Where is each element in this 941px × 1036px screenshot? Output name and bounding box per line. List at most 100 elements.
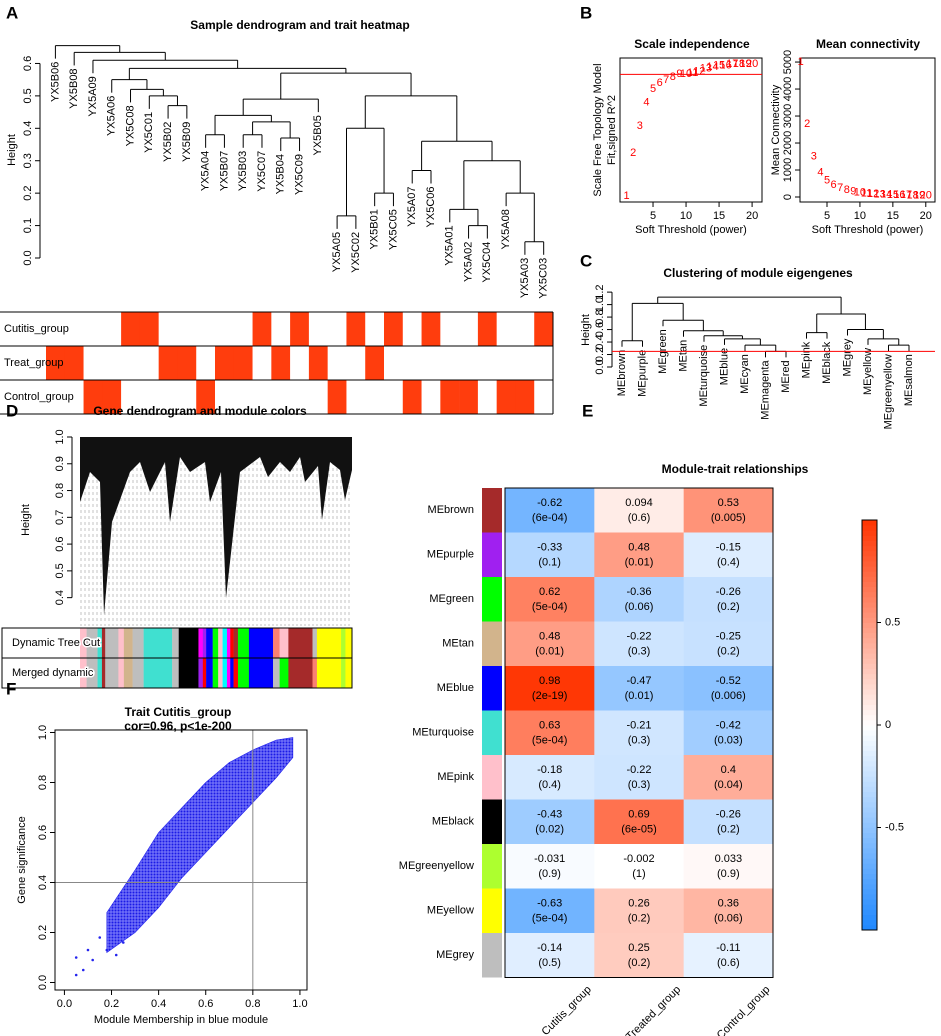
row-color	[482, 933, 502, 978]
heat-cell	[594, 710, 684, 756]
leaf-label: YX5C09	[293, 154, 305, 195]
cell-value: 0.25	[628, 942, 649, 954]
column-label: Control_group	[715, 984, 773, 1036]
trait-cell	[365, 346, 385, 380]
point-label: 10	[854, 187, 866, 199]
heat-cell	[683, 488, 774, 533]
cell-value: 0.094	[625, 497, 653, 509]
y-tick-label: 0.9	[54, 456, 66, 471]
colorbar-slice	[862, 745, 877, 752]
cell-p-value: (5e-04)	[532, 735, 567, 747]
trait-cell	[196, 380, 216, 414]
heat-cell	[683, 933, 774, 978]
module-color	[202, 658, 207, 688]
cell-p-value: (2e-19)	[532, 690, 567, 702]
leaf-label: MEblue	[718, 348, 730, 385]
cell-p-value: (0.2)	[717, 824, 740, 836]
cell-value: -0.002	[623, 853, 654, 865]
cell-value: 0.63	[539, 720, 560, 732]
y-tick-label: 5000	[782, 50, 794, 74]
point	[81, 968, 85, 972]
row-label: MEbrown	[428, 504, 474, 516]
y-axis-label: Height	[6, 134, 18, 166]
trait-label: Treat_group	[4, 357, 64, 369]
point-label: 17	[726, 58, 738, 70]
module-color	[143, 628, 173, 658]
cell-p-value: (6e-04)	[532, 512, 567, 524]
trait-cell	[177, 380, 197, 414]
colorbar-slice	[862, 796, 877, 803]
leaf-label: MEsalmon	[903, 354, 915, 406]
colorbar-slice	[862, 730, 877, 736]
trait-cell	[233, 312, 253, 346]
module-color	[123, 658, 133, 688]
x-tick-label: 15	[887, 210, 899, 222]
cell-p-value: (0.3)	[628, 735, 651, 747]
x-tick-label: 0.0	[57, 998, 72, 1010]
heat-cell	[594, 666, 684, 711]
y-axis-label: Gene significance	[16, 816, 28, 903]
x-tick-label: 0.8	[245, 998, 260, 1010]
chart-title: Module-trait relationships	[662, 462, 809, 476]
cell-p-value: (0.06)	[714, 913, 743, 925]
cell-p-value: (0.005)	[711, 512, 746, 524]
trait-cell	[233, 380, 253, 414]
heat-cell	[683, 844, 774, 889]
module-color	[198, 628, 204, 658]
colorbar-slice	[862, 550, 877, 557]
cell-p-value: (0.006)	[711, 690, 746, 702]
x-tick-label: 0.2	[104, 998, 119, 1010]
cell-value: -0.63	[537, 898, 562, 910]
module-color	[206, 628, 213, 658]
colorbar-slice	[862, 576, 877, 582]
row-color	[482, 888, 502, 933]
y-tick-label: 0.2	[594, 347, 606, 362]
trait-cell	[271, 346, 291, 380]
panel-label: C	[580, 251, 592, 270]
colorbar-slice	[862, 668, 877, 675]
point	[74, 956, 78, 959]
cell-p-value: (0.6)	[628, 512, 651, 524]
colorbar-slice	[862, 725, 877, 731]
gene-dendrogram	[80, 437, 352, 615]
x-axis-label: Module Membership in blue module	[94, 1014, 268, 1026]
module-color	[273, 658, 280, 688]
point	[121, 941, 125, 944]
colorbar-slice	[862, 740, 877, 746]
heat-cell	[594, 577, 684, 622]
y-axis-label: Height	[20, 504, 32, 536]
column-label: Cutitis_group	[540, 984, 594, 1036]
trait-cell	[252, 346, 272, 380]
point-label: 5	[650, 83, 656, 95]
colorbar-slice	[862, 571, 877, 577]
trait-label: Cutitis_group	[4, 323, 69, 335]
heat-cell	[683, 710, 774, 756]
cell-p-value: (0.2)	[628, 957, 651, 969]
leaf-label: YX5A04	[200, 151, 212, 191]
trait-cell	[121, 312, 141, 346]
cell-value: -0.26	[716, 586, 741, 598]
trait-cell	[196, 312, 216, 346]
heat-cell	[683, 755, 774, 800]
heat-cell	[683, 621, 774, 667]
leaf-label: MEbrown	[616, 350, 628, 396]
point-cloud	[106, 737, 294, 954]
y-tick-label: 0	[782, 194, 794, 200]
heat-cell	[505, 621, 595, 667]
trait-cell	[46, 380, 66, 414]
cell-value: -0.62	[537, 497, 562, 509]
module-color	[345, 628, 353, 658]
module-color	[230, 628, 234, 658]
trait-cell	[271, 380, 291, 414]
cell-p-value: (0.01)	[625, 690, 654, 702]
trait-cell	[402, 312, 422, 346]
point-label: 5	[824, 175, 830, 187]
module-color	[345, 658, 353, 688]
module-color	[341, 658, 346, 688]
point-label: 11	[687, 67, 698, 79]
x-tick-label: 5	[650, 210, 656, 222]
leaf-label: YX5A05	[331, 232, 343, 272]
heat-cell	[505, 755, 595, 800]
trait-cell	[252, 312, 272, 346]
